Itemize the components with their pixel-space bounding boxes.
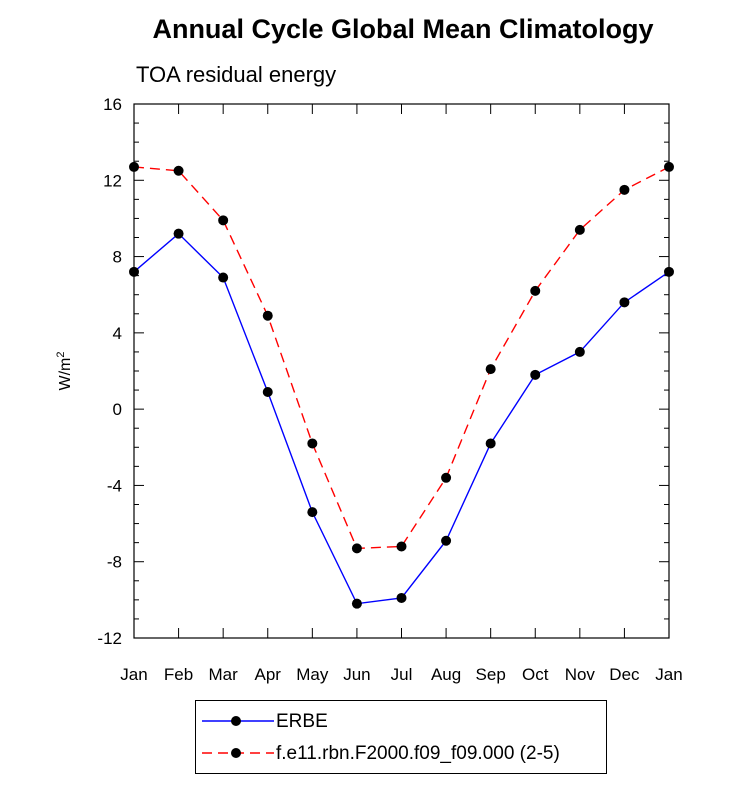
x-tick-label: Dec <box>609 665 640 684</box>
legend-item-0: ERBE <box>196 707 606 737</box>
x-tick-label: Jan <box>120 665 147 684</box>
series-1-point <box>307 438 318 449</box>
plot-area: 16 12 8 4 0 -4 -8 -12 Jan Feb Mar Apr May Jun Jul Aug Se… <box>55 95 683 684</box>
x-tick-label: Sep <box>476 665 506 684</box>
y-tick-label: 4 <box>113 324 122 343</box>
series-1-point <box>619 184 630 195</box>
y-tick-label: 0 <box>113 400 122 419</box>
y-tick-label: 16 <box>103 95 122 114</box>
series-line-1 <box>133 166 670 550</box>
y-tick-label: -4 <box>107 476 122 495</box>
x-tick-label: Apr <box>255 665 282 684</box>
x-tick-label: Oct <box>522 665 549 684</box>
series-0-point <box>396 592 407 603</box>
y-tick-label: -8 <box>107 553 122 572</box>
series-1-point <box>396 541 407 552</box>
series-0-point <box>441 535 452 546</box>
plot-frame <box>133 103 670 639</box>
legend: ERBE f.e11.rbn.F2000.f09_f09.000 (2-5) <box>195 700 607 774</box>
series-0-point <box>619 297 630 308</box>
x-tick-label: Jul <box>391 665 413 684</box>
series-1-point <box>441 472 452 483</box>
y-tick-label: 8 <box>113 248 122 267</box>
x-tick-label: Nov <box>565 665 596 684</box>
series-0-point <box>262 386 273 397</box>
series-0-point <box>173 228 184 239</box>
series-0-point <box>307 507 318 518</box>
y-tick-label: -12 <box>97 629 122 648</box>
series-1-point <box>574 224 585 235</box>
series-0-point <box>218 272 229 283</box>
legend-item-1: f.e11.rbn.F2000.f09_f09.000 (2-5) <box>196 739 606 769</box>
y-axis-label: W/m2 <box>55 352 74 391</box>
y-tick-label: 12 <box>103 171 122 190</box>
series-0-point <box>485 438 496 449</box>
series-1-point <box>530 285 541 296</box>
series-0-point <box>351 598 362 609</box>
x-tick-label: May <box>296 665 329 684</box>
series-1-point <box>218 215 229 226</box>
series-1-point <box>262 310 273 321</box>
x-tick-label: Jan <box>655 665 682 684</box>
x-tick-label: Aug <box>431 665 461 684</box>
x-tick-label: Mar <box>209 665 239 684</box>
legend-line-1 <box>202 748 274 758</box>
series-0-point <box>574 346 585 357</box>
legend-label-1: f.e11.rbn.F2000.f09_f09.000 (2-5) <box>276 743 560 764</box>
chart-subtitle: TOA residual energy <box>136 62 337 87</box>
legend-label-0: ERBE <box>276 711 328 732</box>
legend-line-0 <box>202 716 274 726</box>
x-tick-label: Jun <box>343 665 370 684</box>
series-1-point <box>485 364 496 375</box>
chart-title: Annual Cycle Global Mean Climatology <box>152 14 654 44</box>
x-tick-label: Feb <box>164 665 193 684</box>
series-0-point <box>530 369 541 380</box>
series-1-point <box>173 165 184 176</box>
series-1-point <box>351 543 362 554</box>
